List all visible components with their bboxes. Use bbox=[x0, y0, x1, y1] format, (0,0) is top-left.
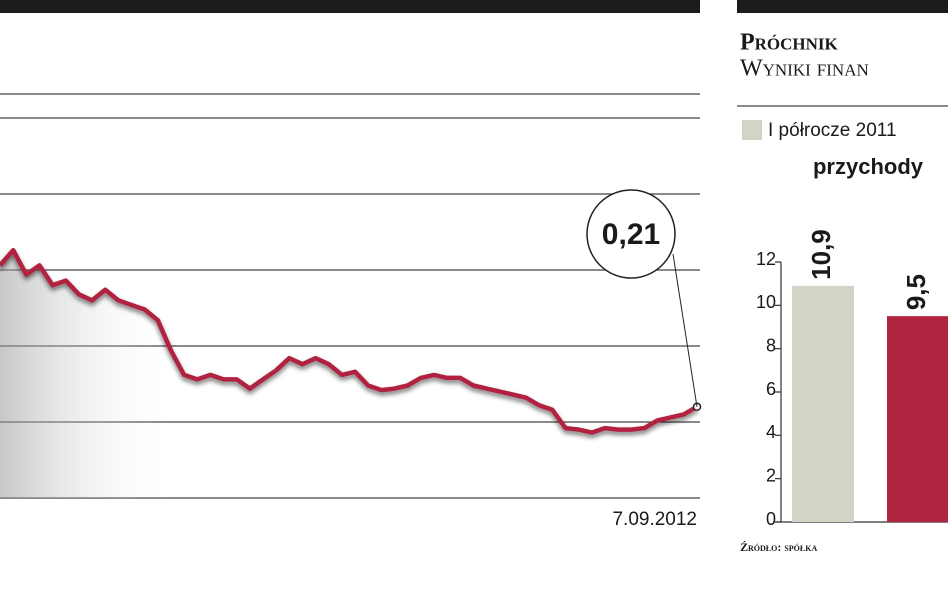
y-tick-label: 4 bbox=[766, 422, 776, 442]
top-rule bbox=[737, 0, 948, 13]
axis-title: przychody bbox=[813, 154, 924, 179]
callout-leader bbox=[672, 253, 698, 407]
bar bbox=[792, 285, 854, 522]
y-tick-label: 6 bbox=[766, 379, 776, 399]
price-line bbox=[0, 247, 699, 435]
legend-label: I półrocze 2011 bbox=[768, 120, 897, 141]
value-label: 9,5 bbox=[901, 274, 931, 310]
y-tick-label: 10 bbox=[756, 292, 776, 312]
y-tick-label: 8 bbox=[766, 335, 776, 355]
top-rule bbox=[0, 0, 700, 13]
legend-swatch bbox=[742, 120, 762, 140]
bar bbox=[887, 316, 948, 522]
y-tick-label: 0 bbox=[766, 509, 776, 529]
bar-subtitle: Wyniki finan bbox=[740, 56, 869, 82]
value-label: 0,21 bbox=[602, 218, 660, 251]
value-label: 10,9 bbox=[806, 229, 836, 280]
y-tick-label: 2 bbox=[766, 465, 776, 485]
bar-title: Próchnik bbox=[740, 30, 839, 56]
source: Źródło: spółka bbox=[740, 540, 817, 554]
x-tick-label: 7.09.2012 bbox=[612, 509, 697, 530]
callout bbox=[586, 189, 676, 279]
y-tick-label: 12 bbox=[756, 249, 776, 269]
